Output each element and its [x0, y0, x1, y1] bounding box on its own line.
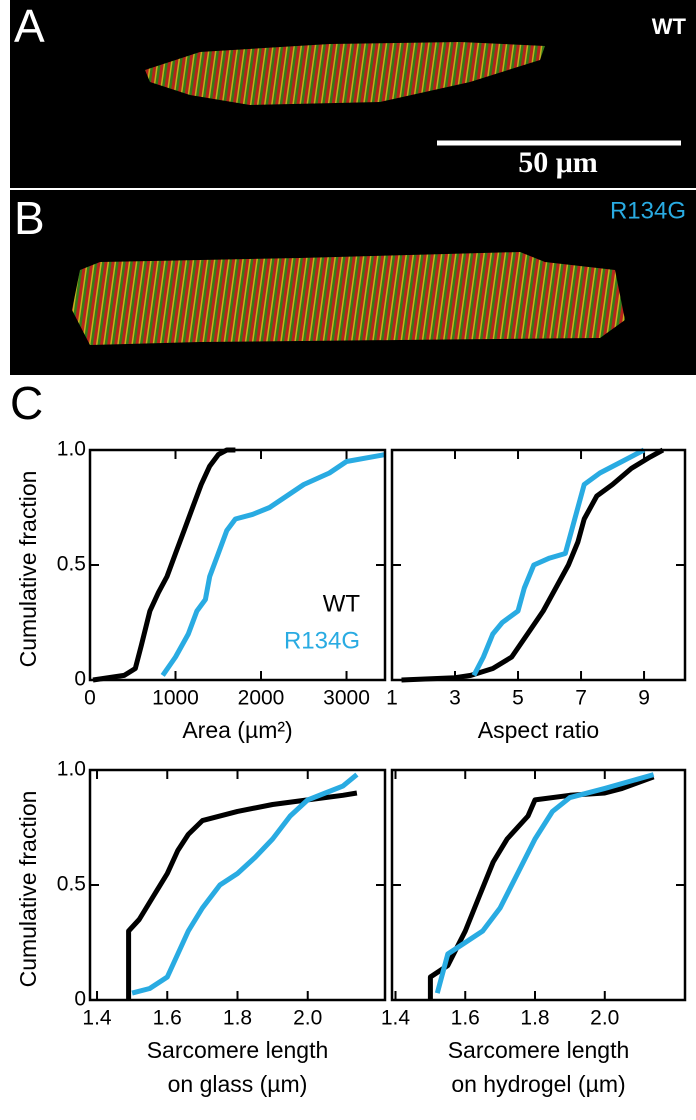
cell-b [72, 252, 625, 345]
x-tick-label: 2000 [238, 687, 285, 710]
x-axis-label: Sarcomere length [448, 1037, 630, 1063]
scale-bar-label: 50 μm [518, 146, 598, 179]
x-tick-label: 7 [575, 687, 587, 710]
x-tick-label: 1 [386, 687, 398, 710]
x-axis-label: on hydrogel (µm) [451, 1071, 625, 1097]
cdf-line [471, 447, 646, 677]
x-axis-label: Area (µm²) [182, 717, 292, 743]
cdf-line [126, 790, 358, 1000]
x-tick-label: 1.8 [223, 1007, 252, 1030]
cell-a [145, 42, 545, 105]
x-axis-label: Sarcomere length [147, 1037, 329, 1063]
y-tick-label: 0.5 [57, 873, 86, 896]
plot-frame [88, 768, 387, 1002]
cdf-line [92, 447, 236, 683]
plot-frame [390, 768, 687, 1002]
cdf-line [160, 452, 386, 677]
y-axis-label: Cumulative fraction [15, 471, 41, 668]
plot-frame [88, 448, 387, 682]
panel-label: A [14, 0, 45, 52]
plot-frame [390, 448, 687, 682]
y-tick-label: 0 [74, 988, 86, 1011]
x-tick-label: 9 [638, 687, 650, 710]
y-axis-label: Cumulative fraction [15, 791, 41, 988]
x-tick-label: 1000 [152, 687, 199, 710]
x-tick-label: 2.0 [590, 1007, 619, 1030]
y-tick-label: 1.0 [57, 438, 86, 461]
cdf-line [434, 772, 655, 994]
panel-label: C [10, 377, 43, 429]
x-axis-label: Aspect ratio [478, 717, 599, 743]
x-tick-label: 2.0 [293, 1007, 322, 1030]
image-tag: WT [652, 14, 687, 39]
image-tag: R134G [610, 197, 686, 224]
y-tick-label: 1.0 [57, 758, 86, 781]
cdf-line [401, 447, 665, 683]
cdf-line [427, 774, 655, 1000]
legend-entry: R134G [284, 627, 360, 654]
legend-entry: WT [323, 590, 361, 617]
y-tick-label: 0.5 [57, 553, 86, 576]
panel-label: B [14, 192, 45, 244]
x-tick-label: 1.8 [520, 1007, 549, 1030]
cdf-line [131, 772, 359, 996]
x-tick-label: 3 [449, 687, 461, 710]
y-tick-label: 0 [74, 668, 86, 691]
x-tick-label: 1.4 [82, 1007, 112, 1030]
x-tick-label: 0 [84, 687, 96, 710]
x-tick-label: 3000 [323, 687, 370, 710]
x-tick-label: 1.6 [153, 1007, 182, 1030]
x-tick-label: 5 [512, 687, 524, 710]
x-tick-label: 1.6 [451, 1007, 480, 1030]
x-axis-label: on glass (µm) [168, 1071, 308, 1097]
x-tick-label: 1.4 [381, 1007, 411, 1030]
